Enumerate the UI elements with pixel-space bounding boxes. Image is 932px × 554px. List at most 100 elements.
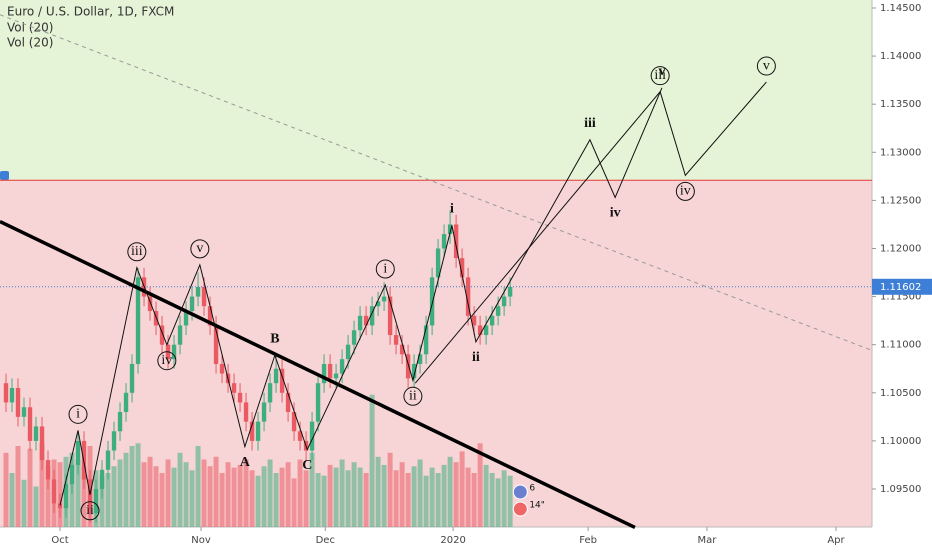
- volume-bar: [159, 473, 165, 527]
- volume-bar: [309, 452, 315, 527]
- volume-bar: [291, 478, 297, 527]
- wave-label: B: [270, 331, 279, 346]
- candle-body: [267, 383, 273, 403]
- volume-bar: [267, 459, 273, 527]
- wave-label: ii: [409, 389, 417, 404]
- volume-bar: [33, 486, 39, 527]
- candle-body: [15, 387, 21, 417]
- event-label: 6: [529, 484, 535, 494]
- volume-bar: [141, 462, 147, 527]
- candle-body: [189, 296, 195, 312]
- y-tick-label: 1.10500: [880, 388, 921, 399]
- volume-bar: [429, 467, 435, 527]
- volume-bar: [333, 467, 339, 527]
- candle-body: [57, 503, 63, 509]
- candle-body: [441, 234, 447, 249]
- candle-body: [279, 368, 285, 393]
- wave-label: v: [658, 64, 665, 79]
- candle-body: [3, 383, 9, 403]
- wave-label-circle: [80, 501, 100, 521]
- candle-body: [423, 325, 429, 355]
- volume-bar: [285, 462, 291, 527]
- volume-bar: [261, 466, 267, 527]
- candle-body: [369, 306, 375, 326]
- candle-body: [237, 392, 243, 403]
- volume-bar: [219, 473, 225, 527]
- y-tick-label: 1.13500: [880, 99, 921, 110]
- candle-body: [177, 325, 183, 345]
- volume-bar: [483, 464, 489, 527]
- wave-label-circle: [190, 239, 210, 259]
- candle-body: [411, 363, 417, 379]
- candle-body: [183, 311, 189, 326]
- volume-bar: [357, 467, 363, 527]
- dashed-line: [0, 14, 873, 351]
- volume-bar: [411, 466, 417, 527]
- candle-body: [105, 450, 111, 470]
- volume-bar: [441, 464, 447, 527]
- time-axis: [0, 527, 872, 550]
- candle-body: [417, 354, 423, 364]
- candle-body: [309, 421, 315, 451]
- last-price-label: 1.11602: [880, 282, 921, 293]
- x-tick-label: Apr: [827, 535, 845, 546]
- y-tick-label: 1.12000: [880, 243, 921, 254]
- volume-bar: [405, 473, 411, 527]
- candle-body: [435, 248, 441, 278]
- event-label: 14": [529, 501, 545, 511]
- volume-bar: [501, 470, 507, 527]
- x-tick-label: Nov: [191, 535, 211, 546]
- candle-body: [87, 479, 93, 514]
- candle-body: [501, 296, 507, 307]
- candle-body: [285, 392, 291, 413]
- x-tick-label: Oct: [51, 535, 68, 546]
- volume-bar: [435, 473, 441, 527]
- volume-bar: [135, 443, 141, 527]
- volume-bar: [321, 475, 327, 527]
- candle-body: [333, 373, 339, 379]
- volume-bar: [147, 456, 153, 527]
- candle-body: [465, 277, 471, 316]
- candle-body: [363, 315, 369, 326]
- wave-line: [414, 81, 767, 384]
- wave-label: i: [76, 407, 80, 422]
- volume-bar: [315, 473, 321, 527]
- candle-body: [33, 426, 39, 441]
- volume-bar: [81, 466, 87, 527]
- y-tick-label: 1.12500: [880, 195, 921, 206]
- y-tick-label: 1.13000: [880, 147, 921, 158]
- volume-bar: [447, 456, 453, 527]
- y-tick-label: 1.11500: [880, 292, 921, 303]
- volume-bar: [345, 470, 351, 527]
- volume-bar: [111, 466, 117, 527]
- candle-body: [117, 412, 123, 432]
- zone-above: [0, 0, 872, 181]
- wave-label-circle: [68, 404, 88, 424]
- candle-body: [231, 383, 237, 393]
- volume-bar: [417, 459, 423, 527]
- candle-body: [273, 368, 279, 384]
- volume-bar: [489, 473, 495, 527]
- indicator-label: Vol (20): [7, 36, 53, 50]
- candle-body: [135, 277, 141, 364]
- volume-bar: [231, 467, 237, 527]
- volume-bar: [369, 394, 375, 527]
- event-icon: [512, 501, 528, 517]
- volume-bar: [225, 462, 231, 527]
- candle-body: [243, 402, 249, 422]
- volume-bar: [21, 479, 27, 527]
- volume-bar: [171, 467, 177, 527]
- candle-body: [357, 315, 363, 331]
- candle-body: [297, 431, 303, 441]
- y-tick-label: 1.14500: [880, 3, 921, 14]
- volume-bar: [495, 478, 501, 527]
- volume-bar: [297, 459, 303, 527]
- candle-body: [45, 460, 51, 480]
- volume-bar: [75, 459, 81, 527]
- candle-body: [261, 402, 267, 422]
- candle-body: [291, 412, 297, 432]
- event-icon: [512, 484, 528, 500]
- candle-body: [51, 479, 57, 504]
- candle-body: [459, 258, 465, 278]
